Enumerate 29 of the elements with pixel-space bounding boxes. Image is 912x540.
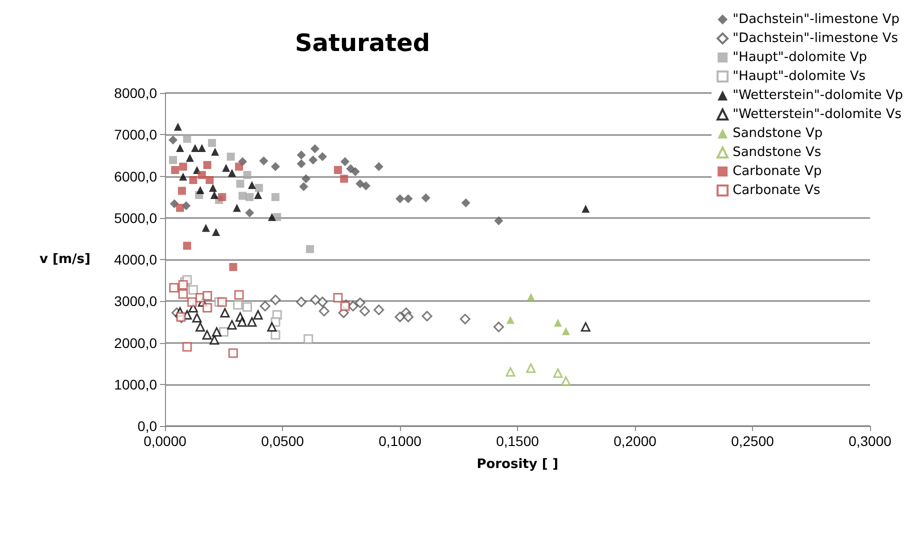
legend-label: Carbonate Vs [732,183,821,198]
x-tick-label: 0,2500 [731,433,774,449]
legend-label: "Wetterstein"-dolomite Vp [732,88,904,103]
y-tick-label: 7000,0 [114,126,158,143]
y-tick-label: 0,0 [138,418,158,434]
y-tick-label: 3000,0 [114,293,158,310]
y-tick-label: 5000,0 [114,210,158,226]
legend-label: "Wetterstein"-dolomite Vs [732,107,902,122]
legend-label: "Dachstein"-limestone Vs [732,31,898,46]
legend-label: Carbonate Vp [732,164,822,179]
legend-label: "Haupt"-dolomite Vs [732,69,866,84]
x-tick-label: 0,3000 [848,433,892,449]
chart-title: Saturated [295,29,430,57]
legend-label: Sandstone Vs [732,145,822,160]
x-tick-label: 0,2000 [614,433,657,449]
y-axis-title: v [m/s] [40,252,90,267]
legend-label: Sandstone Vp [732,126,823,141]
y-tick-label: 4000,0 [114,252,158,268]
x-tick-label: 0,0500 [261,433,304,449]
x-tick-label: 0,0000 [144,433,187,449]
legend-label: "Haupt"-dolomite Vp [732,50,867,65]
legend-label: "Dachstein"-limestone Vp [732,12,900,27]
y-tick-label: 8000,0 [114,85,158,101]
y-tick-label: 6000,0 [114,168,158,184]
x-axis-title: Porosity [ ] [476,457,558,472]
y-tick-label: 2000,0 [114,334,158,351]
x-tick-label: 0,1500 [496,433,540,449]
y-tick-label: 1000,0 [114,376,158,392]
x-tick-label: 0,1000 [378,433,422,449]
